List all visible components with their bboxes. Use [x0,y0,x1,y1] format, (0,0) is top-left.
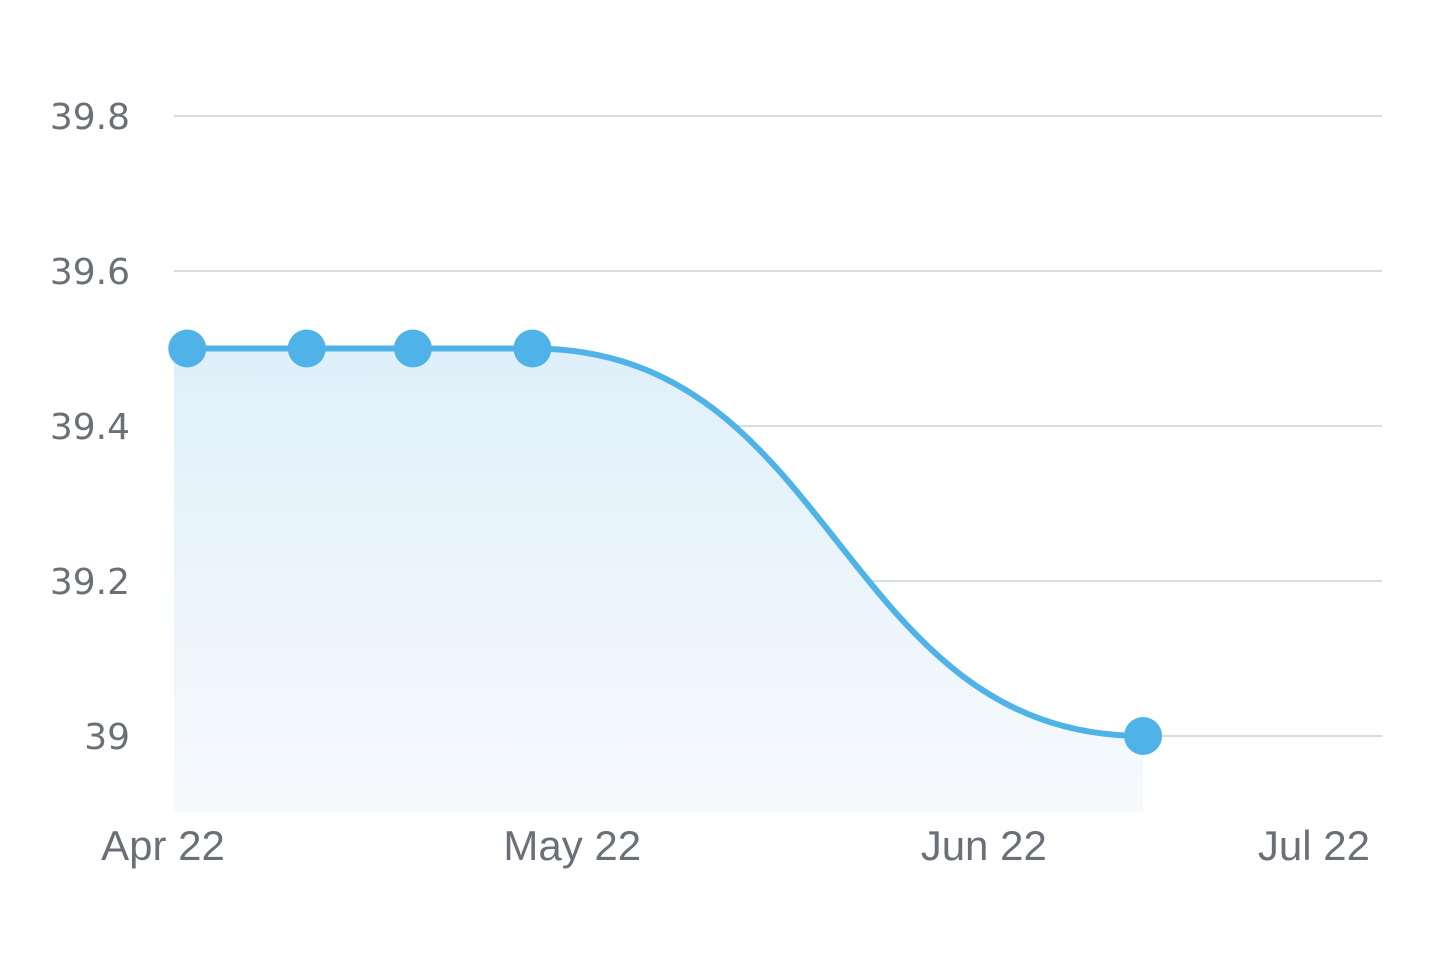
y-tick-label: 39.6 [50,252,130,293]
area-fill-layer [174,348,1144,812]
x-axis-ticks: Apr 22 May 22 Jun 22 Jul 22 [101,822,1370,869]
y-tick-label: 39.2 [50,562,130,603]
data-point[interactable] [168,329,207,368]
y-tick-label: 39.4 [50,407,130,448]
data-point[interactable] [287,329,326,368]
y-axis-ticks: 39.8 39.6 39.4 39.2 39 [50,97,130,758]
data-points-layer [168,329,1163,755]
area-fill [174,348,1144,812]
x-tick-label: May 22 [503,822,641,869]
x-tick-label: Jun 22 [921,822,1047,869]
data-point[interactable] [1124,717,1163,755]
data-point[interactable] [393,329,432,368]
data-point[interactable] [513,329,552,368]
x-tick-label: Apr 22 [101,822,225,869]
x-tick-label: Jul 22 [1258,822,1370,869]
y-tick-label: 39 [84,717,130,758]
y-tick-label: 39.8 [50,97,130,138]
